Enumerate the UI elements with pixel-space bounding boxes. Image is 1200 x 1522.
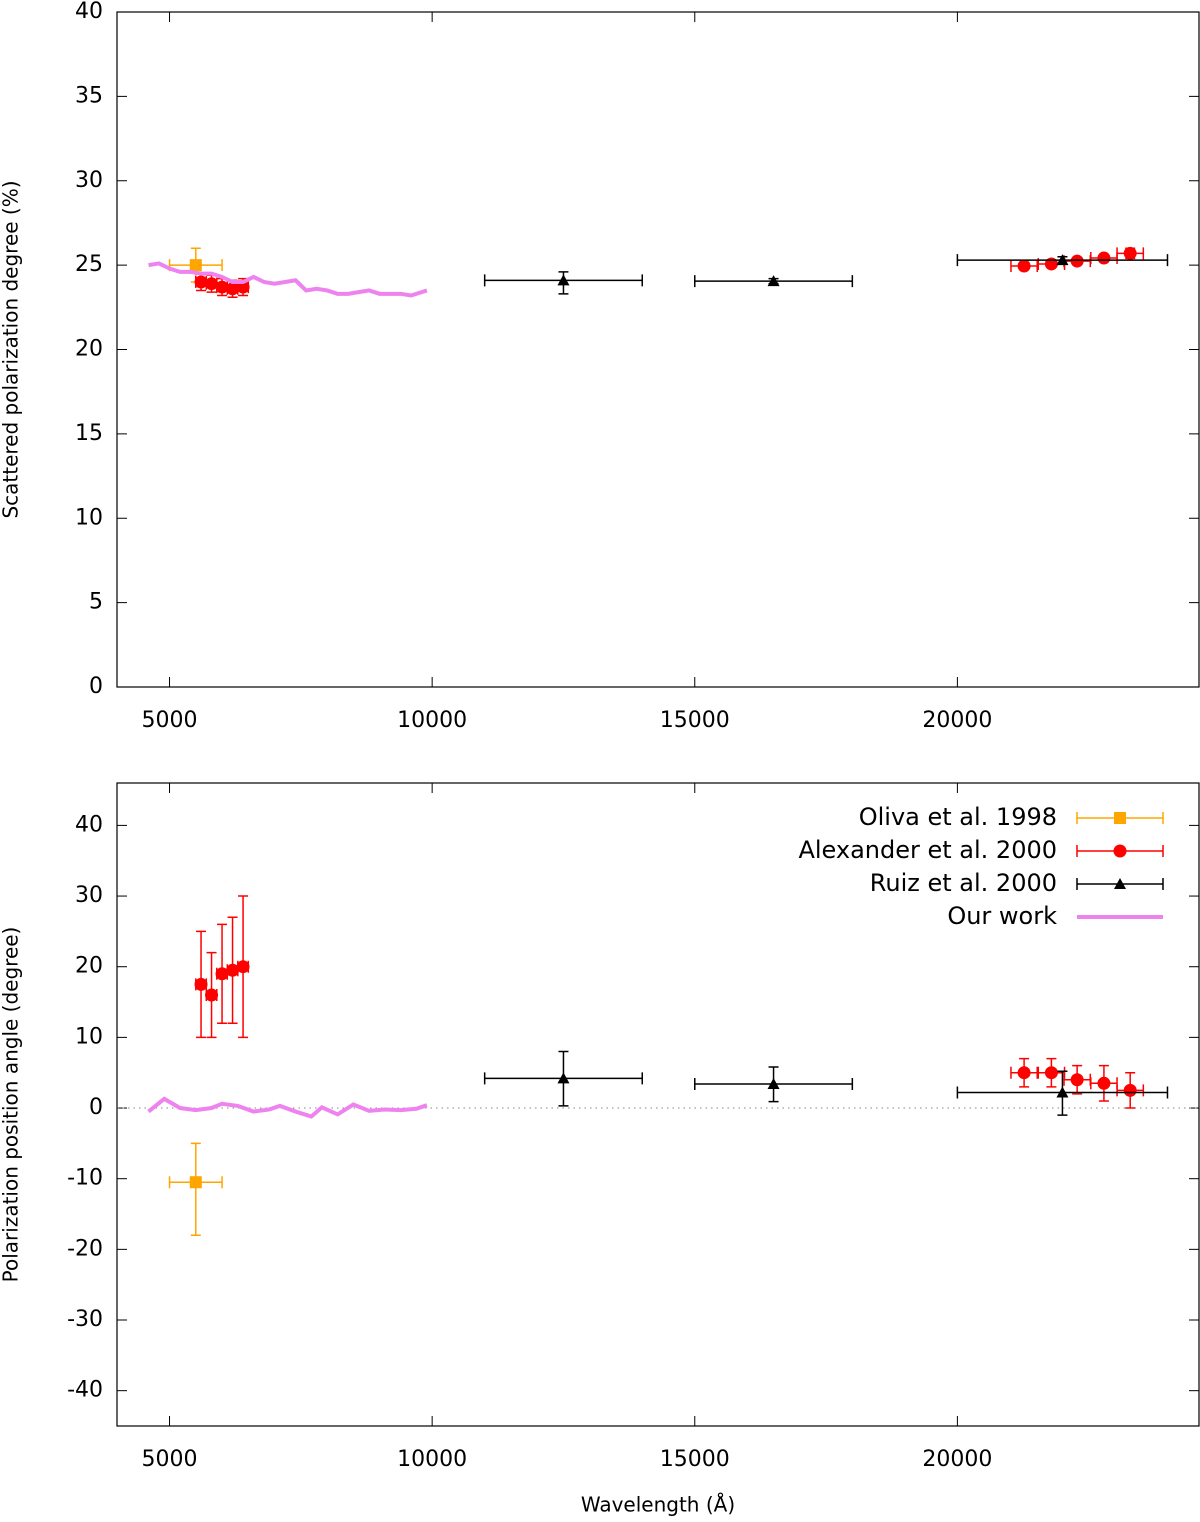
y-tick-label: 5 (89, 590, 103, 615)
x-tick-label: 15000 (660, 1447, 730, 1472)
y-tick-label: 10 (75, 1024, 103, 1049)
legend-label: Ruiz et al. 2000 (870, 869, 1057, 897)
marker (1097, 1076, 1111, 1090)
x-tick-label: 10000 (397, 1447, 467, 1472)
marker (1123, 1083, 1137, 1097)
y-tick-label: 15 (75, 421, 103, 446)
marker (215, 280, 229, 294)
x-tick-label: 10000 (397, 708, 467, 733)
y-tick-label: -40 (67, 1378, 103, 1403)
x-tick-label: 20000 (922, 708, 992, 733)
y-tick-label: 40 (75, 812, 103, 837)
y-tick-label: -20 (67, 1236, 103, 1261)
x-tick-label: 5000 (142, 708, 198, 733)
y-tick-label: 20 (75, 337, 103, 362)
marker (205, 277, 219, 291)
marker (1070, 254, 1084, 268)
legend-marker (1113, 844, 1127, 858)
marker (1056, 254, 1069, 266)
x-tick-label: 5000 (142, 1447, 198, 1472)
y-tick-label: 40 (75, 0, 103, 24)
marker (1017, 259, 1031, 273)
marker (1044, 1066, 1058, 1080)
y-tick-label: 0 (89, 674, 103, 699)
y-tick-label: 20 (75, 954, 103, 979)
legend-label: Oliva et al. 1998 (859, 803, 1057, 831)
marker (194, 275, 208, 289)
plot-frame (116, 782, 1200, 1427)
y-tick-label: 25 (75, 252, 103, 277)
legend-marker (1114, 878, 1126, 889)
y-axis-label: Scattered polarization degree (%) (0, 180, 23, 518)
marker (767, 1078, 780, 1090)
legend-marker (1114, 812, 1126, 824)
data-line (148, 261, 428, 298)
marker (236, 960, 250, 974)
marker (226, 963, 240, 977)
data-line (147, 1096, 428, 1119)
marker (189, 1176, 202, 1189)
legend-label: Alexander et al. 2000 (798, 836, 1057, 864)
legend-label: Our work (947, 902, 1057, 930)
marker (767, 275, 780, 287)
y-tick-label: -10 (67, 1166, 103, 1191)
marker (557, 1072, 570, 1084)
marker (1056, 1086, 1069, 1098)
x-axis-label: Wavelength (Å) (581, 1493, 735, 1517)
marker (1097, 251, 1111, 265)
y-tick-label: 10 (75, 505, 103, 530)
marker (215, 967, 229, 981)
marker (189, 259, 202, 272)
x-tick-label: 15000 (660, 708, 730, 733)
marker (226, 282, 240, 296)
y-error-bar (190, 1142, 201, 1236)
y-tick-label: -30 (67, 1307, 103, 1332)
y-tick-label: 0 (89, 1095, 103, 1120)
marker (557, 274, 570, 286)
x-tick-label: 20000 (922, 1447, 992, 1472)
y-tick-label: 35 (75, 83, 103, 108)
marker (194, 977, 208, 991)
marker (1123, 246, 1137, 260)
marker (205, 988, 219, 1002)
y-axis-label: Polarization position angle (degree) (0, 927, 23, 1283)
plot-frame (116, 11, 1200, 688)
y-tick-label: 30 (75, 168, 103, 193)
marker (1017, 1066, 1031, 1080)
marker (1070, 1073, 1084, 1087)
y-tick-label: 30 (75, 883, 103, 908)
